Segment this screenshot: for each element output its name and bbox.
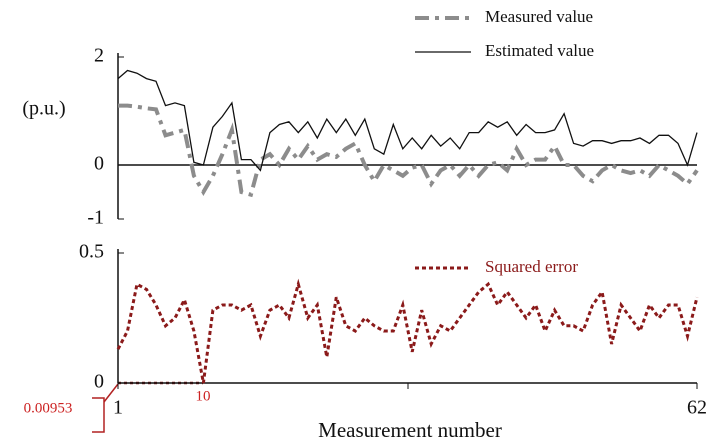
x-axis-label: Measurement number [318,418,502,442]
series-line [116,278,699,384]
series-line [118,103,699,198]
y-tick-label: 0 [94,153,104,175]
bracket [92,397,105,433]
pointer [103,383,119,403]
annotation: 0.00953 [24,400,73,416]
y-tick-label: 0.5 [79,241,104,263]
legend-label: Squared error [485,257,578,276]
y-tick-label: 0 [94,371,104,393]
legend-label: Estimated value [485,41,594,60]
series-line [117,69,698,172]
y-axis-label: (p.u.) [22,98,65,120]
y-tick-label: 2 [94,45,104,67]
y-tick-label: -1 [87,207,104,229]
x-tick-label: 1 [113,397,123,419]
annotation: 10 [196,388,211,404]
legend-label: Measured value [485,7,593,26]
x-tick-label: 62 [687,397,707,419]
